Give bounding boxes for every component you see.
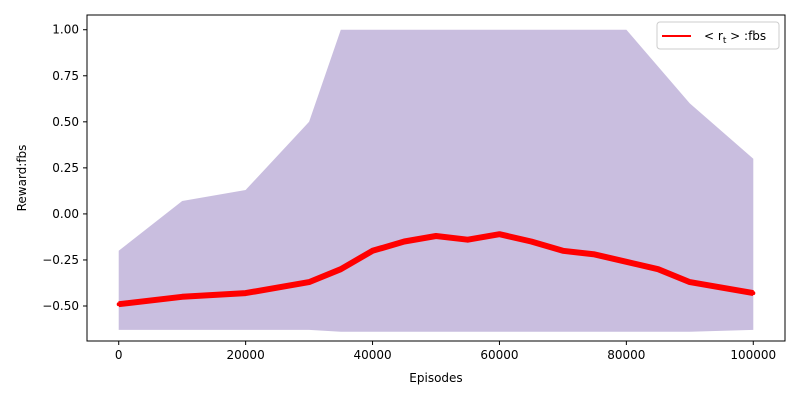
series-point <box>592 252 597 257</box>
y-axis-label: Reward:fbs <box>15 145 29 212</box>
series-point <box>243 291 248 296</box>
series-point <box>529 239 534 244</box>
y-tick-label: 1.00 <box>52 23 79 37</box>
x-tick-label: 20000 <box>227 348 265 362</box>
legend-label-prefix: < r <box>704 29 723 43</box>
y-tick-label: 0.75 <box>52 69 79 83</box>
series-point <box>624 259 629 264</box>
x-tick-label: 100000 <box>730 348 776 362</box>
x-axis-label: Episodes <box>409 371 462 385</box>
series-point <box>338 267 343 272</box>
series-point <box>497 232 502 237</box>
x-tick-label: 40000 <box>353 348 391 362</box>
series-point <box>370 248 375 253</box>
series-point <box>307 280 312 285</box>
series-point <box>180 294 185 299</box>
series-point <box>465 237 470 242</box>
x-axis-ticks: 0 20000 40000 60000 80000 100000 <box>115 341 776 362</box>
plot-frame <box>86 14 786 342</box>
legend-label: < rt > :fbs <box>704 29 766 46</box>
y-tick-label: 0.25 <box>52 161 79 175</box>
y-tick-label: −0.50 <box>42 299 79 313</box>
y-tick-label: 0.50 <box>52 115 79 129</box>
series-point <box>656 267 661 272</box>
x-tick-label: 0 <box>115 348 123 362</box>
series-point <box>719 285 724 290</box>
y-tick-label: 0.00 <box>52 207 79 221</box>
series-point <box>687 280 692 285</box>
x-tick-label: 80000 <box>607 348 645 362</box>
series-point <box>402 239 407 244</box>
series-point <box>560 248 565 253</box>
series-point <box>751 291 756 296</box>
legend-label-suffix: > :fbs <box>726 29 766 43</box>
y-tick-label: −0.25 <box>42 253 79 267</box>
legend: < rt > :fbs <box>656 21 780 50</box>
series-line-0 <box>118 231 754 308</box>
series-point <box>434 234 438 238</box>
series-layer <box>116 231 756 308</box>
legend-box <box>656 21 780 50</box>
legend-label-subscript: t <box>723 36 727 46</box>
y-axis-ticks: −0.50 −0.25 0.00 0.25 0.50 0.75 1.00 <box>42 23 87 313</box>
x-tick-label: 60000 <box>480 348 518 362</box>
series-point <box>116 302 121 307</box>
